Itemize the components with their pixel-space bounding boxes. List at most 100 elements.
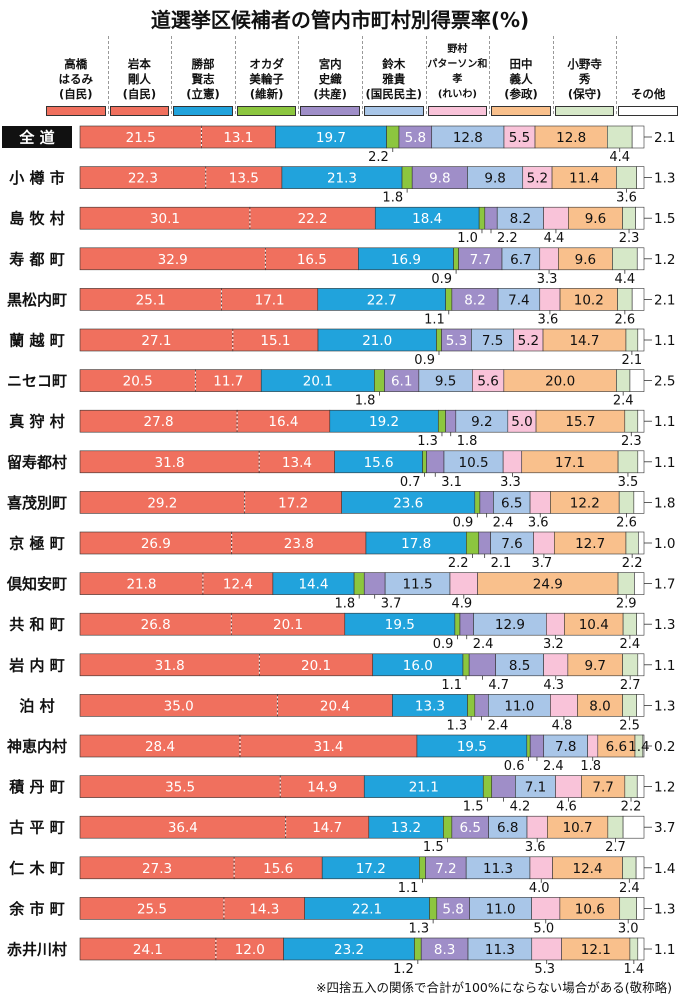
bar-segment (629, 937, 639, 961)
data-label: 31.8 (155, 455, 185, 471)
data-label: 35.5 (165, 780, 195, 796)
data-label: 12.4 (223, 577, 253, 593)
legend-swatch (109, 106, 170, 116)
data-label: 10.6 (575, 901, 605, 917)
bar-segment (625, 328, 639, 352)
data-label: 17.2 (278, 495, 308, 511)
legend-divider (107, 36, 109, 114)
bar-segment (636, 897, 645, 920)
category-label: 島 牧 村 (9, 210, 64, 228)
data-label: 12.7 (575, 536, 605, 552)
data-label: 8.3 (434, 942, 455, 958)
data-label: 9.6 (575, 252, 596, 268)
data-label: 1.8 (654, 495, 675, 511)
category-label: 喜茂別町 (7, 494, 67, 512)
data-label: 29.2 (147, 495, 177, 511)
bar-segment (543, 206, 569, 230)
data-label: 2.1 (654, 130, 675, 146)
data-label: 25.1 (136, 292, 166, 308)
bar-segment (429, 897, 438, 920)
data-label: 4.4 (609, 150, 630, 165)
bar-segment (633, 491, 645, 514)
data-label: 17.1 (555, 455, 585, 471)
legend-label: 高橋 はるみ (自民) (58, 57, 94, 101)
bar-segment (622, 653, 639, 677)
data-label: 12.1 (581, 942, 611, 958)
data-label: 2.4 (613, 394, 634, 409)
data-label: 8.2 (510, 211, 531, 227)
data-label: 6.7 (510, 252, 531, 268)
footnote: ※四捨五入の関係で合計が100%にならない場合がある(敬称略) (316, 980, 672, 995)
bar-segment (636, 775, 645, 798)
data-label: 24.1 (133, 942, 163, 958)
bar-segment (526, 734, 531, 758)
bar-segment (625, 531, 639, 555)
data-label: 14.7 (569, 333, 599, 349)
bar-segment (624, 775, 638, 798)
data-label: 2.4 (543, 759, 564, 774)
legend: 高橋 はるみ (自民) 岩本 剛人 (自民) 勝部 賢志 (立憲) オカダ 美輪子 (… (44, 34, 680, 118)
data-label: 5.3 (446, 333, 467, 349)
category-label: 留寿都村 (7, 453, 67, 471)
data-label: 1.1 (441, 678, 462, 693)
data-label: 27.1 (141, 333, 171, 349)
data-label: 9.2 (471, 414, 492, 430)
data-label: 14.3 (249, 901, 279, 917)
legend-label: 小野寺 秀 (保守) (567, 57, 602, 101)
legend-item: 田中 義人 (参政) (489, 34, 553, 118)
data-label: 1.2 (654, 780, 675, 796)
bar-segment (634, 572, 645, 595)
data-label: 28.4 (145, 739, 175, 755)
bar-segment (546, 612, 565, 636)
data-label: 21.8 (126, 577, 156, 593)
bar-segment (617, 450, 639, 474)
data-label: 1.0 (457, 231, 478, 246)
category-label: 積 丹 町 (8, 778, 64, 796)
category-label: 真 狩 村 (9, 413, 64, 431)
data-label: 15.6 (263, 861, 293, 877)
bar-segment (443, 815, 453, 839)
data-label: 5.2 (518, 333, 539, 349)
data-label: 15.1 (260, 333, 290, 349)
data-label: 2.1 (491, 556, 512, 571)
data-label: 7.4 (508, 292, 529, 308)
data-label: 4.2 (510, 800, 531, 815)
data-label: 13.4 (282, 455, 312, 471)
data-label: 19.2 (369, 414, 399, 430)
data-label: 5.0 (511, 414, 532, 430)
bar-segment (635, 206, 645, 230)
bar-segment (436, 328, 442, 352)
data-label: 12.2 (570, 495, 600, 511)
data-label: 21.1 (409, 780, 439, 796)
data-label: 23.6 (393, 495, 423, 511)
data-label: 12.8 (556, 130, 586, 146)
data-label: 6.5 (459, 820, 480, 836)
data-label: 7.6 (501, 536, 522, 552)
data-label: 2.4 (488, 718, 509, 733)
data-label: 1.8 (457, 434, 478, 449)
data-label: 10.4 (579, 617, 609, 633)
bar-segment (445, 288, 453, 311)
legend-swatch (554, 106, 615, 116)
data-label: 26.8 (141, 617, 171, 633)
data-label: 1.2 (654, 252, 675, 268)
bar-segment (474, 491, 481, 514)
category-label: 古 平 町 (9, 819, 64, 837)
data-label: 1.3 (408, 921, 429, 936)
data-label: 2.4 (473, 637, 494, 652)
bar-segment (437, 409, 446, 433)
bar-segment (502, 450, 523, 474)
chart-title: 道選挙区候補者の管内市町村別得票率(%) (150, 8, 530, 32)
data-label: 7.8 (555, 739, 576, 755)
bar-segment (618, 491, 635, 514)
data-label: 35.0 (164, 698, 194, 714)
data-label: 3.7 (654, 820, 675, 836)
legend-item: その他 (616, 34, 680, 118)
category-label: 京 極 町 (9, 535, 64, 553)
legend-divider (425, 36, 427, 114)
data-label: 20.0 (545, 374, 575, 390)
data-label: 9.5 (435, 374, 456, 390)
data-label: 1.1 (654, 658, 675, 674)
bar-segment (617, 572, 635, 595)
